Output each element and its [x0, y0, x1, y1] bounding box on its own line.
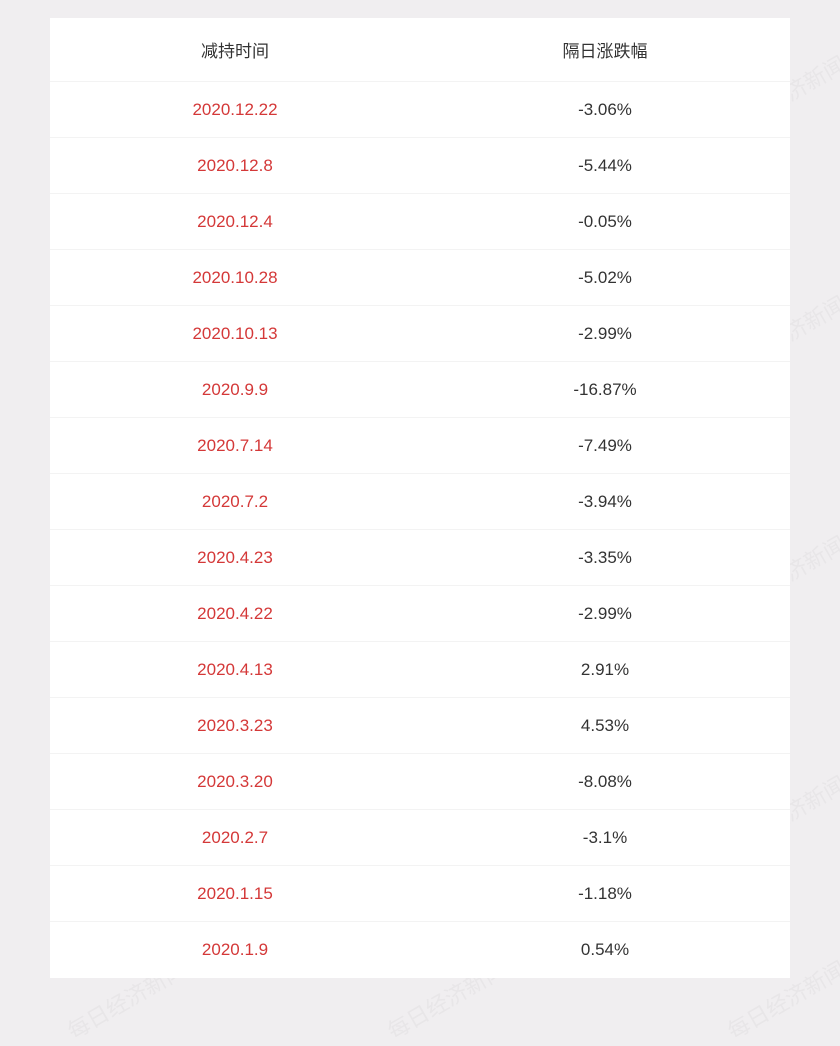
change-cell: 4.53%: [420, 698, 790, 753]
data-table: 减持时间 隔日涨跌幅 2020.12.22-3.06%2020.12.8-5.4…: [50, 18, 790, 978]
change-cell: 2.91%: [420, 642, 790, 697]
table-row: 2020.10.13-2.99%: [50, 306, 790, 362]
change-cell: 0.54%: [420, 922, 790, 978]
change-cell: -3.94%: [420, 474, 790, 529]
table-row: 2020.12.8-5.44%: [50, 138, 790, 194]
date-cell: 2020.7.2: [50, 474, 420, 529]
date-cell: 2020.10.28: [50, 250, 420, 305]
date-cell: 2020.4.23: [50, 530, 420, 585]
table-row: 2020.9.9-16.87%: [50, 362, 790, 418]
table-row: 2020.12.4-0.05%: [50, 194, 790, 250]
date-cell: 2020.9.9: [50, 362, 420, 417]
change-cell: -8.08%: [420, 754, 790, 809]
change-cell: -3.1%: [420, 810, 790, 865]
date-cell: 2020.7.14: [50, 418, 420, 473]
change-cell: -2.99%: [420, 306, 790, 361]
table-row: 2020.4.23-3.35%: [50, 530, 790, 586]
table-row: 2020.7.2-3.94%: [50, 474, 790, 530]
date-cell: 2020.12.22: [50, 82, 420, 137]
date-cell: 2020.10.13: [50, 306, 420, 361]
date-cell: 2020.2.7: [50, 810, 420, 865]
change-cell: -1.18%: [420, 866, 790, 921]
date-cell: 2020.1.15: [50, 866, 420, 921]
table-row: 2020.3.20-8.08%: [50, 754, 790, 810]
change-cell: -0.05%: [420, 194, 790, 249]
date-cell: 2020.12.8: [50, 138, 420, 193]
change-cell: -3.35%: [420, 530, 790, 585]
header-date: 减持时间: [50, 18, 420, 81]
date-cell: 2020.4.22: [50, 586, 420, 641]
header-change: 隔日涨跌幅: [420, 18, 790, 81]
change-cell: -16.87%: [420, 362, 790, 417]
change-cell: -5.02%: [420, 250, 790, 305]
date-cell: 2020.1.9: [50, 922, 420, 978]
change-cell: -2.99%: [420, 586, 790, 641]
table-row: 2020.7.14-7.49%: [50, 418, 790, 474]
change-cell: -7.49%: [420, 418, 790, 473]
change-cell: -3.06%: [420, 82, 790, 137]
table-row: 2020.4.22-2.99%: [50, 586, 790, 642]
table-row: 2020.4.132.91%: [50, 642, 790, 698]
date-cell: 2020.3.20: [50, 754, 420, 809]
table-row: 2020.2.7-3.1%: [50, 810, 790, 866]
date-cell: 2020.3.23: [50, 698, 420, 753]
date-cell: 2020.12.4: [50, 194, 420, 249]
table-row: 2020.1.90.54%: [50, 922, 790, 978]
table-row: 2020.1.15-1.18%: [50, 866, 790, 922]
date-cell: 2020.4.13: [50, 642, 420, 697]
table-header-row: 减持时间 隔日涨跌幅: [50, 18, 790, 82]
table-row: 2020.10.28-5.02%: [50, 250, 790, 306]
table-row: 2020.3.234.53%: [50, 698, 790, 754]
table-row: 2020.12.22-3.06%: [50, 82, 790, 138]
change-cell: -5.44%: [420, 138, 790, 193]
